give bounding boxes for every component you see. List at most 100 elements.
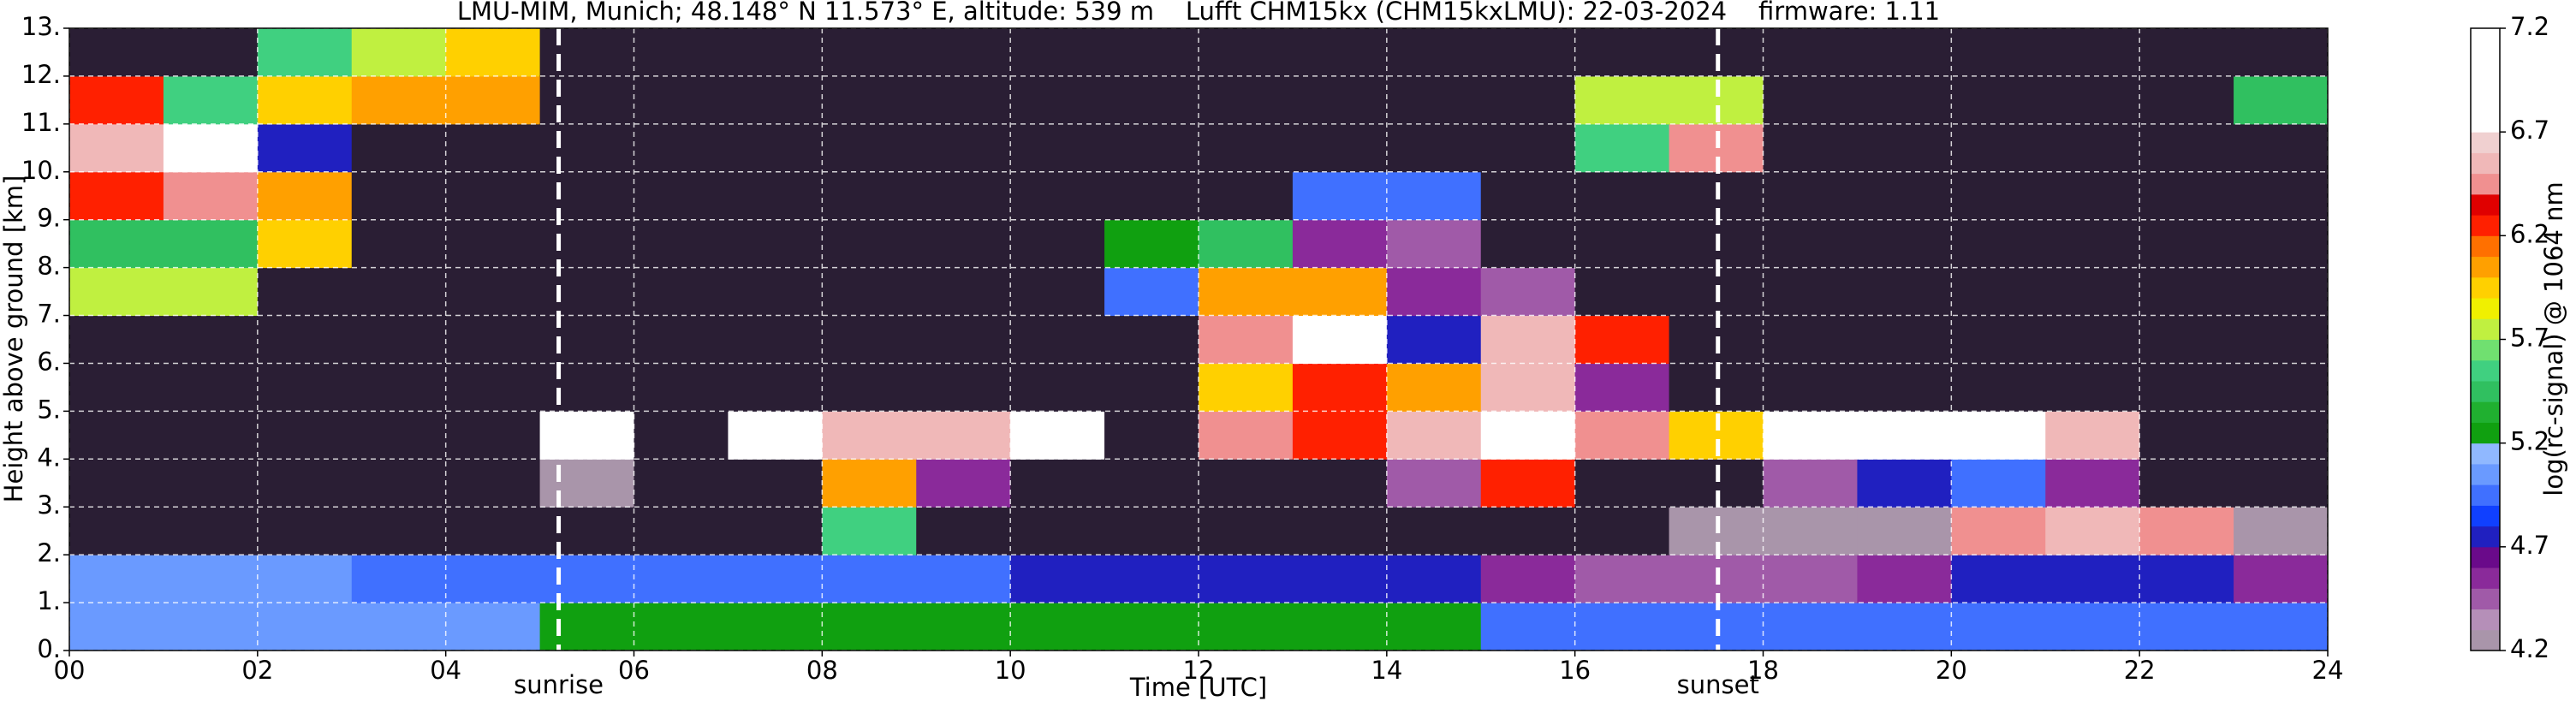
heatmap-cell: [1951, 411, 2046, 460]
heatmap-cell: [445, 603, 541, 651]
heatmap-cell: [257, 267, 353, 317]
heatmap-cell: [163, 315, 259, 364]
heatmap-cell: [2234, 603, 2329, 651]
colorbar-tick-label: 5.2: [2510, 427, 2549, 456]
heatmap-cell: [1574, 603, 1670, 651]
heatmap-cell: [728, 555, 823, 603]
heatmap-cell: [728, 459, 823, 508]
heatmap-cell: [728, 411, 823, 460]
heatmap-cell: [1386, 267, 1482, 317]
heatmap-cell: [1292, 219, 1388, 269]
heatmap-cell: [1480, 28, 1576, 77]
heatmap-cell: [2139, 411, 2234, 460]
colorbar-swatch: [2471, 401, 2500, 423]
heatmap-cell: [1480, 315, 1576, 364]
heatmap-cell: [1292, 507, 1388, 556]
y-tick-label: 4.: [37, 443, 61, 472]
heatmap-cell: [1480, 123, 1576, 173]
heatmap-cell: [634, 171, 729, 221]
heatmap-cell: [69, 507, 164, 556]
heatmap-cell: [1292, 315, 1388, 364]
heatmap-cell: [1010, 267, 1105, 317]
colorbar-tick-label: 4.7: [2510, 531, 2549, 560]
heatmap-cell: [163, 219, 259, 269]
heatmap-cell: [163, 267, 259, 317]
heatmap-cell: [2139, 507, 2234, 556]
colorbar-swatch: [2471, 629, 2500, 651]
heatmap-cell: [1951, 267, 2046, 317]
x-tick-label: 06: [618, 656, 650, 685]
heatmap-cell: [163, 507, 259, 556]
heatmap-cell: [2234, 459, 2329, 508]
heatmap-cell: [351, 603, 447, 651]
heatmap-cell: [1951, 603, 2046, 651]
y-tick-label: 13.: [21, 12, 61, 41]
heatmap-cell: [1010, 603, 1105, 651]
heatmap-cell: [1763, 219, 1858, 269]
heatmap-cell: [1010, 219, 1105, 269]
x-tick-label: 02: [241, 656, 273, 685]
heatmap-cell: [2234, 123, 2329, 173]
heatmap-cell: [634, 123, 729, 173]
heatmap-cell: [1951, 555, 2046, 603]
heatmap-cell: [2045, 363, 2140, 412]
colorbar-swatch: [2471, 256, 2500, 278]
heatmap-cell: [634, 267, 729, 317]
heatmap-cell: [634, 603, 729, 651]
heatmap-cell: [1104, 315, 1199, 364]
heatmap-cell: [916, 363, 1011, 412]
x-tick-label: 00: [54, 656, 86, 685]
heatmap-cell: [1857, 555, 1952, 603]
heatmap-cell: [1292, 363, 1388, 412]
y-tick-label: 7.: [37, 300, 61, 329]
heatmap-cell: [539, 555, 634, 603]
heatmap-cell: [351, 315, 447, 364]
heatmap-cell: [1292, 603, 1388, 651]
heatmap-cell: [539, 315, 634, 364]
heatmap-cell: [1574, 555, 1670, 603]
heatmap-cell: [1386, 315, 1482, 364]
heatmap-cell: [1104, 219, 1199, 269]
heatmap-cell: [2045, 267, 2140, 317]
event-label: sunrise: [514, 670, 604, 699]
heatmap-cell: [634, 363, 729, 412]
heatmap-cell: [1104, 507, 1199, 556]
y-tick-label: 0.: [37, 634, 61, 663]
heatmap-cell: [1199, 28, 1294, 77]
heatmap-cell: [1480, 459, 1576, 508]
heatmap-cell: [916, 555, 1011, 603]
heatmap-cell: [822, 267, 917, 317]
heatmap-cell: [1951, 507, 2046, 556]
colorbar-swatch: [2471, 276, 2500, 299]
heatmap-cell: [445, 363, 541, 412]
heatmap-cell: [257, 555, 353, 603]
heatmap-cell: [1199, 75, 1294, 125]
heatmap-cell: [1104, 28, 1199, 77]
heatmap-cell: [1857, 219, 1952, 269]
colorbar-swatch: [2471, 443, 2500, 465]
x-axis-label: Time [UTC]: [1129, 673, 1267, 702]
heatmap-cell: [1857, 315, 1952, 364]
heatmap-cell: [1574, 315, 1670, 364]
heatmap-cell: [1857, 507, 1952, 556]
heatmap-cell: [1199, 603, 1294, 651]
heatmap-cell: [1480, 75, 1576, 125]
heatmap-cell: [1480, 507, 1576, 556]
heatmap-cell: [822, 171, 917, 221]
heatmap-cell: [1480, 363, 1576, 412]
heatmap-cell: [1480, 411, 1576, 460]
heatmap-cell: [1857, 267, 1952, 317]
heatmap-cell: [351, 219, 447, 269]
heatmap-cell: [539, 28, 634, 77]
heatmap-cell: [1010, 28, 1105, 77]
heatmap-cell: [1010, 75, 1105, 125]
colorbar-swatch: [2471, 359, 2500, 382]
colorbar-tick-label: 6.2: [2510, 219, 2549, 248]
y-tick-label: 1.: [37, 586, 61, 615]
heatmap-cell: [69, 75, 164, 125]
heatmap-cell: [1763, 123, 1858, 173]
heatmap-cell: [257, 603, 353, 651]
y-tick-label: 6.: [37, 347, 61, 376]
heatmap-cell: [1386, 459, 1482, 508]
heatmap-cell: [916, 603, 1011, 651]
